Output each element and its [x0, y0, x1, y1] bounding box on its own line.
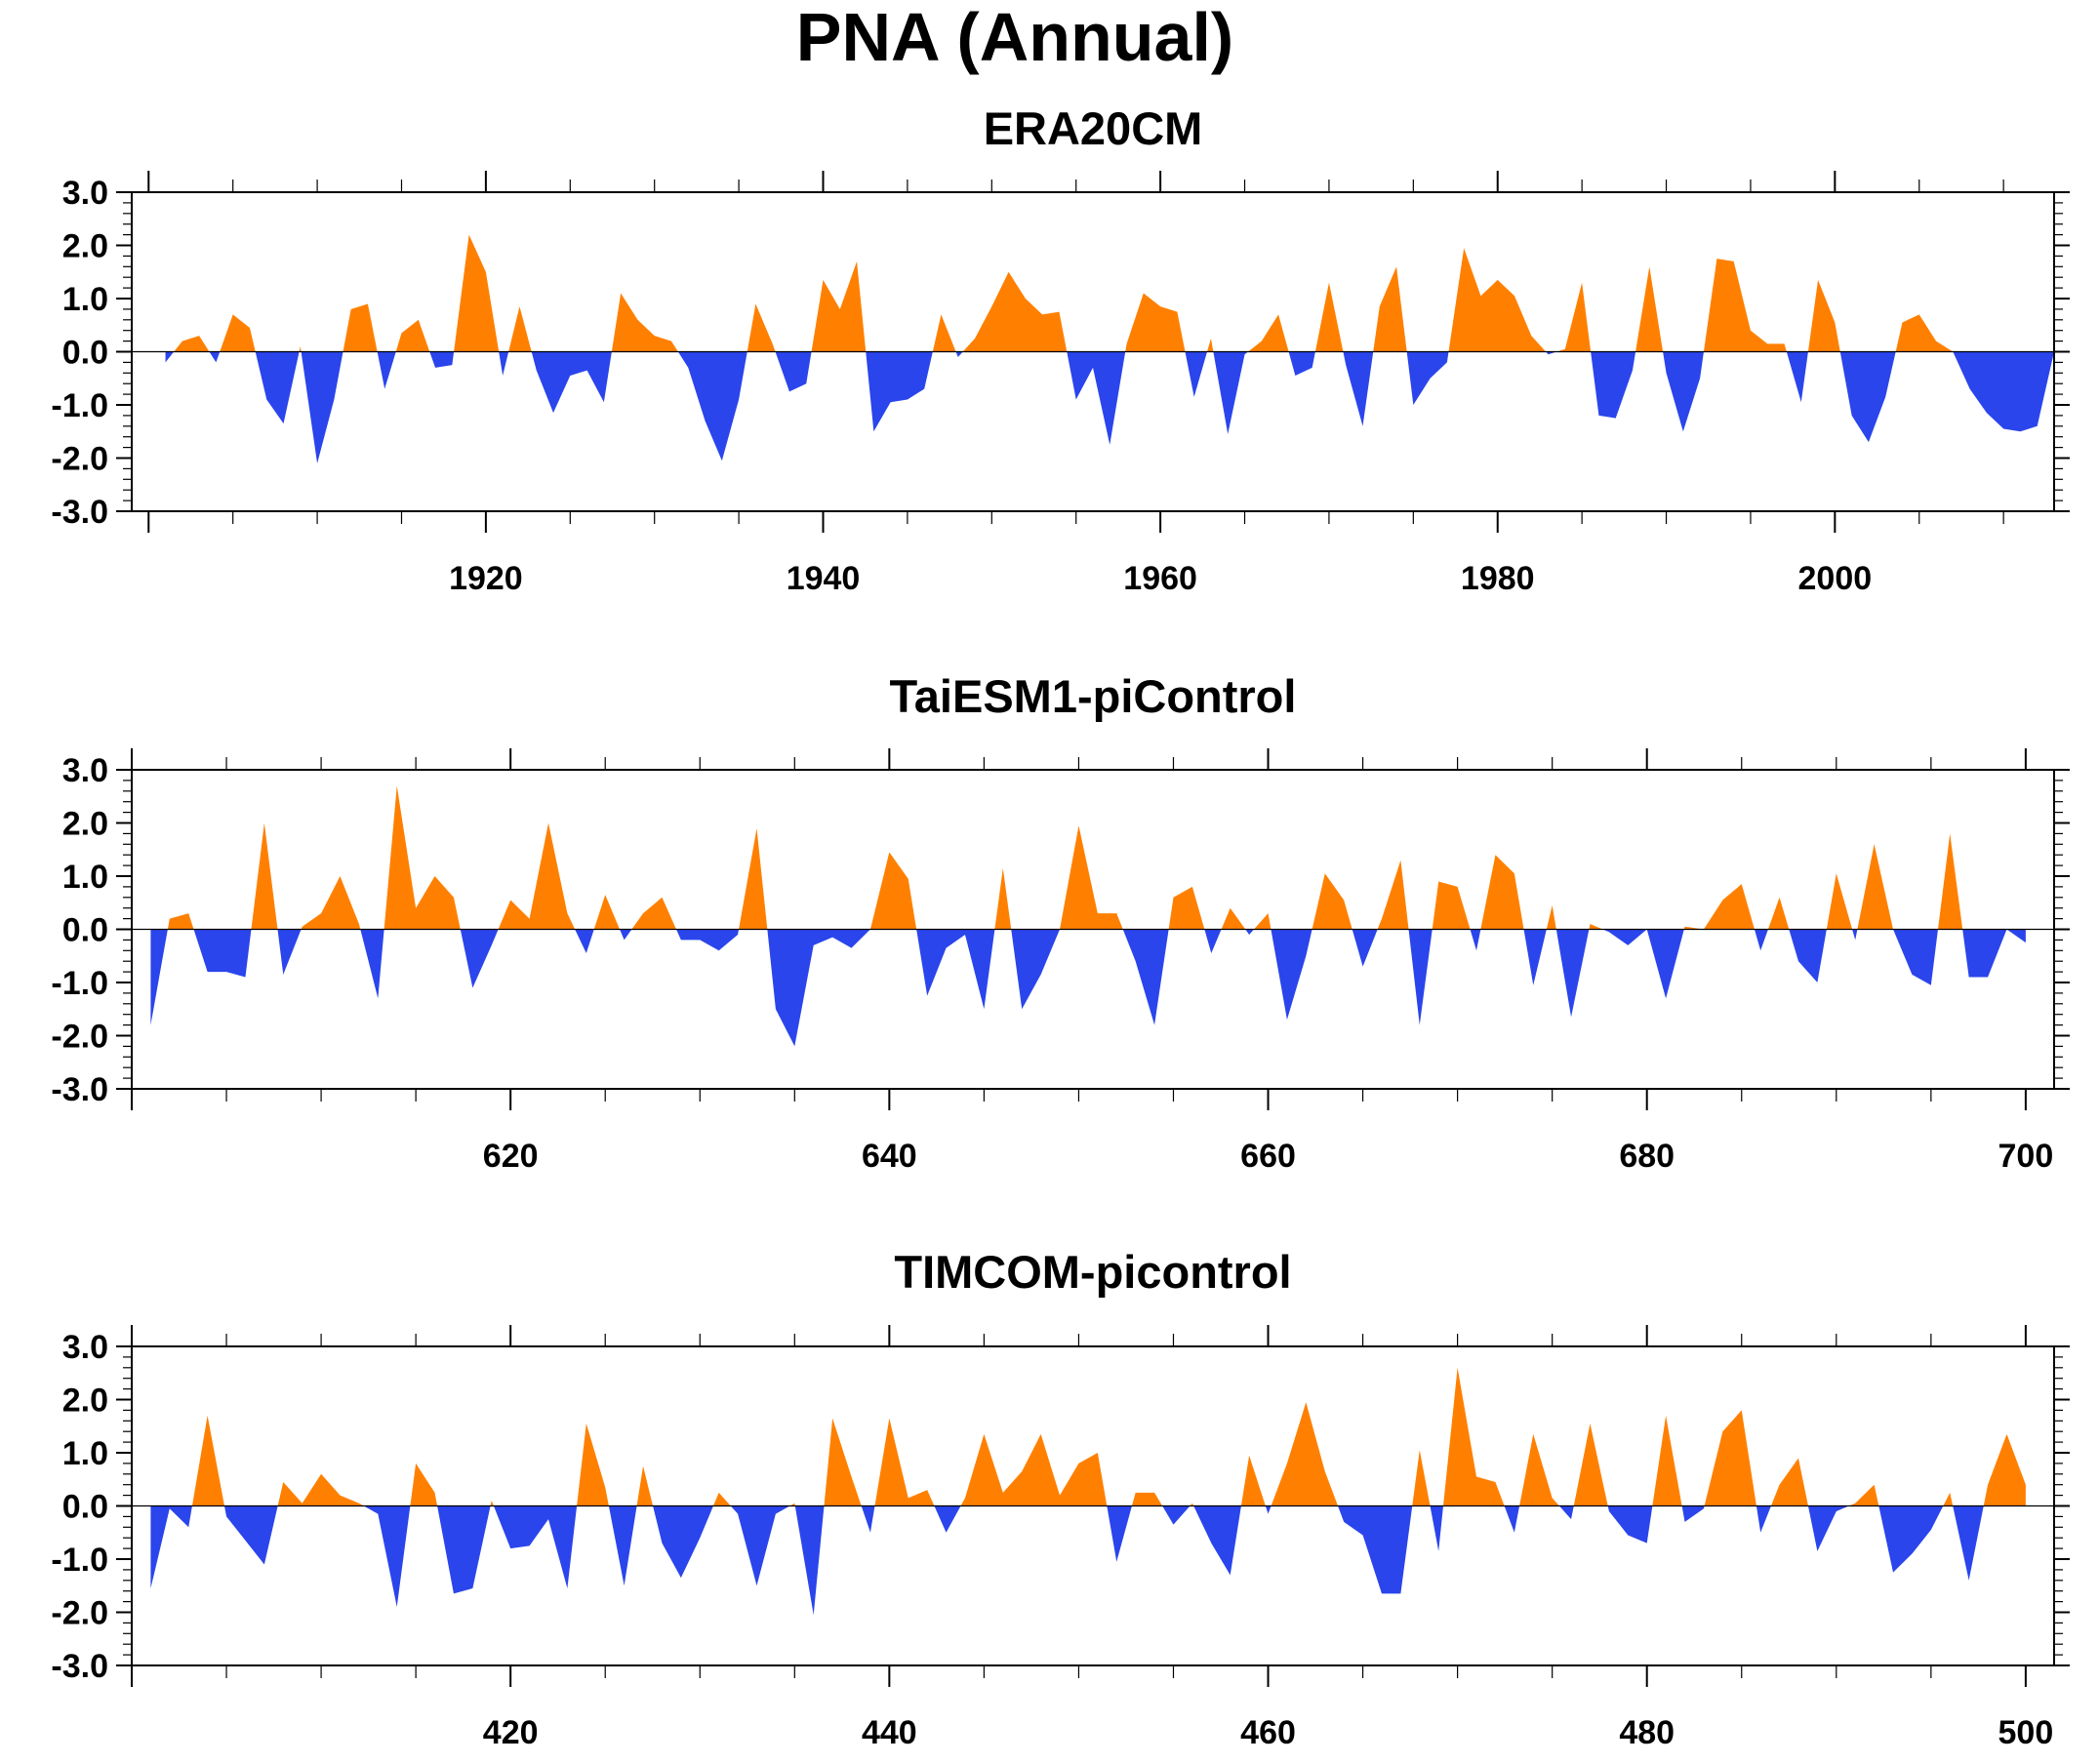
y-tick-label: 2.0 — [62, 1383, 108, 1420]
panel-title-era20cm: ERA20CM — [984, 102, 1203, 154]
y-tick-label: -2.0 — [51, 1595, 108, 1632]
y-tick-label: -2.0 — [51, 441, 108, 478]
x-tick-label: 700 — [1998, 1138, 2054, 1175]
negative-anomaly-area — [165, 351, 2054, 463]
panel-timcom-picontrol: TIMCOM-picontrol 3.0 2.0 1.0 0.0 -1.0 -2.0 -3.… — [51, 1246, 2070, 1751]
y-tick-label: 0.0 — [62, 335, 108, 372]
y-tick-label: 2.0 — [62, 806, 108, 843]
positive-anomaly-area — [150, 1367, 2026, 1506]
panel-title-timcom-picontrol: TIMCOM-picontrol — [894, 1246, 1291, 1298]
x-tick-label: 680 — [1619, 1138, 1675, 1175]
x-tick-label: 440 — [862, 1714, 917, 1751]
panel-taiesm1-picontrol: TaiESM1-piControl 3.0 2.0 1.0 0.0 -1.0 -2.0 -3… — [51, 670, 2070, 1175]
negative-anomaly-area — [150, 1505, 2026, 1616]
plot-timcom-picontrol: 3.0 2.0 1.0 0.0 -1.0 -2.0 -3.0 420 440 460 480 500 — [51, 1325, 2070, 1751]
x-tick-label: 2000 — [1798, 560, 1873, 597]
x-tick-label: 500 — [1998, 1714, 2054, 1751]
panel-title-taiesm1-picontrol: TaiESM1-piControl — [890, 670, 1297, 722]
positive-anomaly-area — [150, 785, 2026, 930]
y-tick-label: -1.0 — [51, 1542, 108, 1579]
x-tick-label: 1940 — [787, 560, 861, 597]
x-tick-label: 460 — [1240, 1714, 1296, 1751]
y-tick-label: -3.0 — [51, 1648, 108, 1685]
x-tick-label: 640 — [862, 1138, 917, 1175]
plot-taiesm1-picontrol: 3.0 2.0 1.0 0.0 -1.0 -2.0 -3.0 620 640 660 680 700 — [51, 748, 2070, 1175]
y-tick-label: 3.0 — [62, 175, 108, 212]
y-tick-label: 2.0 — [62, 228, 108, 265]
y-tick-label: -1.0 — [51, 965, 108, 1002]
x-tick-label: 1960 — [1123, 560, 1197, 597]
y-tick-label: 0.0 — [62, 912, 108, 949]
y-tick-label: 3.0 — [62, 752, 108, 789]
positive-anomaly-area — [165, 234, 2054, 352]
x-tick-label: 480 — [1619, 1714, 1675, 1751]
y-tick-label: 1.0 — [62, 1435, 108, 1472]
y-tick-label: 1.0 — [62, 281, 108, 318]
panel-era20cm: ERA20CM 3.0 2.0 1.0 0.0 -1.0 -2.0 -3.0 1920 1940… — [51, 102, 2070, 597]
y-tick-label: -3.0 — [51, 1071, 108, 1108]
x-tick-label: 660 — [1240, 1138, 1296, 1175]
y-tick-label: 1.0 — [62, 859, 108, 896]
plot-era20cm: 3.0 2.0 1.0 0.0 -1.0 -2.0 -3.0 1920 1940 1960 1980… — [51, 171, 2070, 597]
x-tick-label: 620 — [483, 1138, 539, 1175]
y-tick-label: -2.0 — [51, 1019, 108, 1056]
y-tick-label: -1.0 — [51, 387, 108, 424]
y-tick-label: 3.0 — [62, 1329, 108, 1366]
y-tick-label: 0.0 — [62, 1489, 108, 1526]
x-tick-label: 1980 — [1461, 560, 1535, 597]
y-tick-label: -3.0 — [51, 494, 108, 531]
x-tick-label: 1920 — [449, 560, 523, 597]
figure-title: PNA (Annual) — [796, 0, 1233, 75]
x-tick-label: 420 — [483, 1714, 539, 1751]
